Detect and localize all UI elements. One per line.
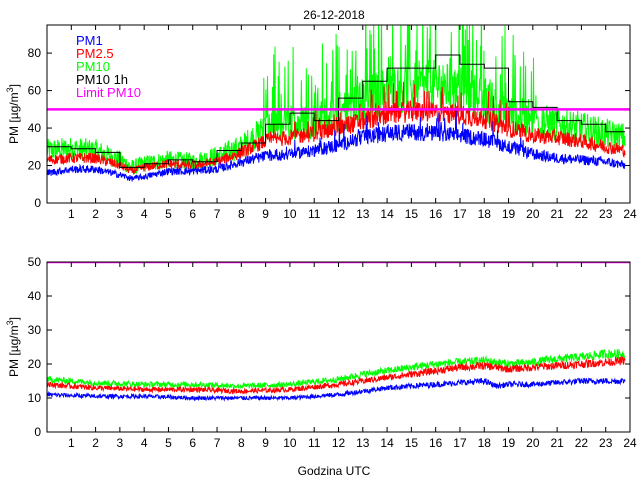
series-line-pm1: [47, 108, 626, 182]
x-tick-label: 12: [332, 436, 346, 450]
x-tick-label: 23: [599, 436, 613, 450]
x-axis-label: Godzina UTC: [298, 464, 371, 478]
series-line-pm25: [47, 355, 626, 395]
y-axis-label: PM [µg/m3]: [5, 84, 21, 144]
y-tick-label: 50: [28, 255, 42, 269]
top-plot: 1 2 3 4 5 6 7 8 9 10 11 12 13 14 15 16 17 18 19 20 21 22 23 240…: [5, 24, 637, 221]
x-tick-label: 22: [575, 436, 589, 450]
x-tick-label: 14: [380, 207, 394, 221]
series-line-pm10-1h: [47, 54, 626, 168]
y-tick-label: 30: [28, 323, 42, 337]
x-tick-label: 21: [550, 436, 564, 450]
series-line-pm10: [47, 348, 626, 390]
x-tick-label: 12: [332, 207, 346, 221]
legend-pm25: PM2.5: [76, 46, 114, 61]
x-tick-label: 11: [308, 436, 321, 450]
y-tick-label: 80: [28, 46, 42, 60]
x-tick-label: 23: [599, 207, 613, 221]
legend-pm10: PM10: [76, 59, 110, 74]
x-tick-label: 8: [238, 436, 245, 450]
y-tick-label: 20: [28, 357, 42, 371]
x-tick-label: 13: [356, 436, 370, 450]
x-tick-label: 6: [189, 436, 196, 450]
x-tick-label: 18: [478, 436, 492, 450]
y-tick-label: 10: [28, 391, 42, 405]
series-line-pm10: [47, 25, 626, 174]
y-tick-label: 0: [34, 425, 41, 439]
x-tick-label: 1: [68, 207, 75, 221]
legend-pm10-1h: PM10 1h: [76, 72, 128, 87]
x-tick-label: 2: [92, 207, 99, 221]
x-tick-label: 20: [526, 207, 540, 221]
x-tick-label: 11: [308, 207, 321, 221]
x-tick-label: 13: [356, 207, 370, 221]
x-tick-label: 19: [502, 207, 516, 221]
y-axis-label: PM [µg/m3]: [5, 317, 21, 377]
x-tick-label: 21: [550, 207, 564, 221]
x-tick-label: 17: [453, 436, 467, 450]
x-tick-label: 2: [92, 436, 99, 450]
x-tick-label: 15: [405, 207, 419, 221]
x-tick-label: 6: [189, 207, 196, 221]
x-tick-label: 24: [623, 436, 637, 450]
x-tick-label: 8: [238, 207, 245, 221]
y-tick-label: 40: [28, 121, 42, 135]
x-tick-label: 14: [380, 436, 394, 450]
x-tick-label: 3: [117, 436, 124, 450]
x-tick-label: 9: [262, 207, 269, 221]
y-tick-label: 60: [28, 84, 42, 98]
x-tick-label: 22: [575, 207, 589, 221]
y-tick-label: 20: [28, 159, 42, 173]
legend-pm1: PM1: [76, 33, 103, 48]
x-tick-label: 5: [165, 207, 172, 221]
x-tick-label: 10: [283, 207, 297, 221]
x-tick-label: 18: [478, 207, 492, 221]
x-tick-label: 17: [453, 207, 467, 221]
x-tick-label: 20: [526, 436, 540, 450]
x-tick-label: 3: [117, 207, 124, 221]
x-tick-label: 24: [623, 207, 637, 221]
x-tick-label: 10: [283, 436, 297, 450]
series-line-pm1: [47, 377, 626, 402]
x-tick-label: 5: [165, 436, 172, 450]
x-tick-label: 16: [429, 207, 443, 221]
legend-limit-pm10: Limit PM10: [76, 85, 141, 100]
x-tick-label: 1: [68, 436, 75, 450]
x-tick-label: 16: [429, 436, 443, 450]
y-tick-label: 40: [28, 289, 42, 303]
y-tick-label: 0: [34, 196, 41, 210]
axes-box: [46, 261, 631, 433]
bottom-plot: 1 2 3 4 5 6 7 8 9 10 11 12 13 14 15 16 17 18 19 20 21 22 23 240…: [5, 255, 637, 450]
x-tick-label: 7: [214, 436, 221, 450]
x-tick-label: 15: [405, 436, 419, 450]
x-tick-label: 9: [262, 436, 269, 450]
x-tick-label: 19: [502, 436, 516, 450]
x-tick-label: 7: [214, 207, 221, 221]
chart-title: 26-12-2018: [303, 8, 365, 22]
legend: PM1 PM2.5 PM10 PM10 1h Limit PM10: [76, 33, 141, 100]
x-tick-label: 4: [141, 436, 148, 450]
x-tick-label: 4: [141, 207, 148, 221]
